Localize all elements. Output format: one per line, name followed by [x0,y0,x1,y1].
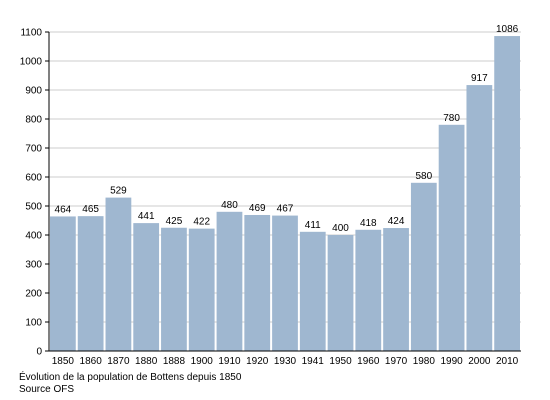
bar [494,36,520,352]
x-tick-label: 1910 [218,356,241,367]
bar-value-label: 469 [249,203,266,214]
bar [299,231,326,351]
bar-value-label: 422 [193,217,210,228]
x-tick-label: 1990 [440,356,463,367]
bar-value-label: 917 [471,73,488,84]
x-tick-label: 1930 [274,356,297,367]
x-tick-label: 1900 [191,356,214,367]
bar [244,214,271,351]
bar-value-label: 480 [221,200,238,211]
x-tick-label: 1941 [302,356,325,367]
y-tick-label: 200 [25,289,42,300]
bar-value-label: 580 [415,171,432,182]
bar [466,85,493,351]
x-axis-ticks: 1850 1860 1870 1880 1888 1900 1910 1920 1930 1941… [52,356,519,367]
y-axis-ticks: 0 100 200 300 400 500 600 700 800 900 1000 1100 [20,28,49,358]
bar [105,197,132,351]
x-tick-label: 2010 [496,356,519,367]
bar-value-label: 464 [55,204,72,215]
y-tick-label: 500 [25,202,42,213]
bar-value-label: 529 [110,186,127,197]
bar-value-label: 418 [360,218,377,229]
x-tick-label: 1960 [357,356,380,367]
bar [188,228,215,351]
bar-value-label: 441 [138,211,155,222]
y-tick-label: 1100 [20,28,42,39]
x-tick-label: 1860 [80,356,103,367]
bar-value-label: 1086 [496,24,519,35]
x-tick-label: 1888 [163,356,186,367]
y-tick-label: 700 [25,144,42,155]
bars: 464 465 529 441 425 422 480 469 467 411 400 418 424 5… [50,24,520,352]
y-tick-label: 600 [25,173,42,184]
bar-value-label: 465 [82,204,99,215]
bar [161,227,187,351]
bar-value-label: 400 [332,223,349,234]
y-tick-label: 900 [25,86,42,97]
y-tick-label: 800 [25,115,42,126]
x-tick-label: 1880 [135,356,158,367]
x-tick-label: 2000 [468,356,491,367]
x-tick-label: 1980 [413,356,436,367]
chart-caption: Évolution de la population de Bottens de… [19,372,242,383]
y-tick-label: 300 [25,260,42,271]
x-tick-label: 1920 [246,356,269,367]
bar [355,229,382,351]
bar [410,182,437,351]
bar [50,216,76,351]
bar [383,228,409,351]
bar-value-label: 424 [388,216,405,227]
bar [438,124,465,351]
bar [216,211,243,351]
x-tick-label: 1970 [385,356,408,367]
bar [327,235,354,351]
bar-value-label: 411 [305,220,321,231]
bar [133,223,160,351]
y-tick-label: 1000 [20,57,43,68]
x-tick-label: 1950 [329,356,352,367]
bar-value-label: 425 [166,216,183,227]
y-tick-label: 0 [36,347,42,358]
y-tick-label: 400 [25,231,42,242]
y-tick-label: 100 [25,318,42,329]
bar [272,215,298,351]
bar-value-label: 467 [277,204,294,215]
bar-value-label: 780 [443,113,460,124]
chart-source: Source OFS [19,384,75,395]
bar [77,216,104,351]
x-tick-label: 1850 [52,356,75,367]
x-tick-label: 1870 [107,356,130,367]
